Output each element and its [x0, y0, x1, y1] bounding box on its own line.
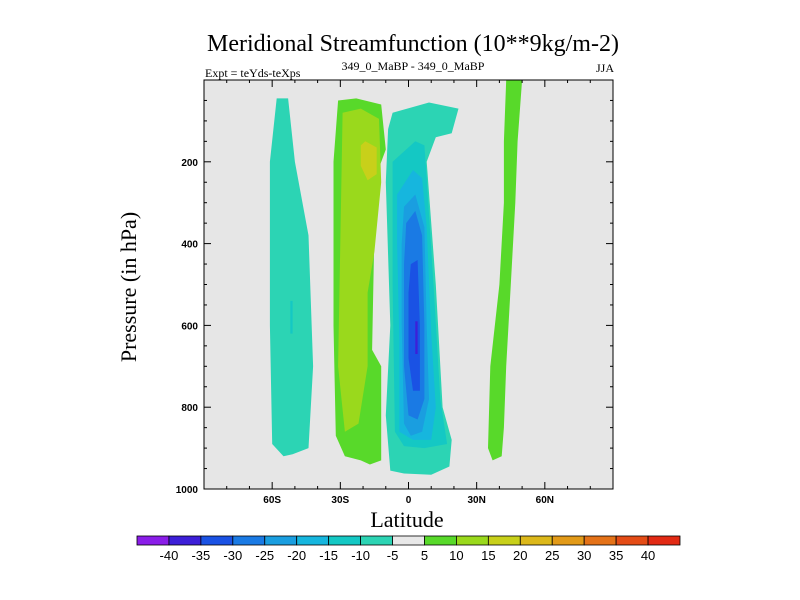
- x-axis-title: Latitude: [370, 507, 443, 532]
- contour-region-3: [338, 108, 382, 432]
- colorbar-swatch: [168, 535, 202, 546]
- colorbar-swatch: [232, 535, 266, 546]
- contour-region-10: [408, 260, 420, 391]
- contour-region-11: [415, 321, 418, 354]
- colorbar-swatch: [615, 535, 649, 546]
- colorbar-label: -25: [255, 548, 274, 563]
- colorbar-swatch: [456, 535, 489, 546]
- colorbar-label: -35: [191, 548, 210, 563]
- contour-region-12: [488, 80, 523, 461]
- colorbar-label: 40: [641, 548, 655, 563]
- colorbar-swatch: [647, 535, 681, 546]
- y-tick-label: 200: [181, 158, 198, 169]
- chart-title: Meridional Streamfunction (10**9kg/m-2): [207, 31, 619, 57]
- plot-area: 60S 30S 0 30N 60N 200 400 600 800 1000: [176, 79, 614, 506]
- contour-region-1: [290, 300, 293, 334]
- y-axis-ticks: 200 400 600 800 1000: [176, 99, 613, 496]
- y-tick-label: 400: [181, 240, 198, 251]
- y-tick-label: 800: [181, 403, 198, 414]
- x-tick-label: 30S: [331, 495, 349, 506]
- colorbar-swatch: [583, 535, 617, 546]
- colorbar-swatch: [519, 535, 553, 546]
- colorbar: -40 -35 -30 -25 -20 -15 -10 -5 5 10 15 20 25 30 35 40: [136, 535, 681, 563]
- y-tick-label: 1000: [176, 485, 199, 496]
- colorbar-swatch: [487, 535, 521, 546]
- colorbar-label: -5: [387, 548, 399, 563]
- colorbar-label: -30: [223, 548, 242, 563]
- x-tick-label: 60S: [263, 495, 281, 506]
- x-tick-label: 60N: [536, 495, 554, 506]
- contour-fills: [269, 80, 523, 475]
- colorbar-swatch: [200, 535, 234, 546]
- colorbar-swatch: [296, 535, 330, 546]
- x-axis-ticks: 60S 30S 0 30N 60N: [226, 80, 591, 506]
- colorbar-swatch: [136, 535, 170, 546]
- x-tick-label: 30N: [467, 495, 485, 506]
- colorbar-swatch: [424, 535, 457, 546]
- colorbar-swatch: [328, 535, 361, 546]
- colorbar-label: -15: [319, 548, 338, 563]
- contour-region-4: [360, 141, 377, 181]
- colorbar-label: 25: [545, 548, 559, 563]
- colorbar-label: 30: [577, 548, 591, 563]
- colorbar-label: -10: [351, 548, 370, 563]
- colorbar-label: 35: [609, 548, 623, 563]
- y-tick-label: 600: [181, 321, 198, 332]
- contour-region-0: [269, 98, 314, 457]
- x-tick-label: 0: [406, 495, 412, 506]
- colorbar-label: 15: [481, 548, 495, 563]
- colorbar-label: 20: [513, 548, 527, 563]
- colorbar-swatch: [264, 535, 298, 546]
- colorbar-swatch: [392, 535, 425, 546]
- y-axis-title: Pressure (in hPa): [116, 212, 141, 362]
- season-label: JJA: [596, 61, 614, 75]
- colorbar-label: -40: [160, 548, 179, 563]
- colorbar-swatch: [551, 535, 585, 546]
- colorbar-label: 10: [449, 548, 463, 563]
- colorbar-swatch: [360, 535, 393, 546]
- period-label: 349_0_MaBP - 349_0_MaBP: [342, 59, 485, 73]
- experiment-label: Expt = teYds-teXps: [205, 66, 301, 80]
- colorbar-label: -20: [287, 548, 306, 563]
- colorbar-label: 5: [421, 548, 428, 563]
